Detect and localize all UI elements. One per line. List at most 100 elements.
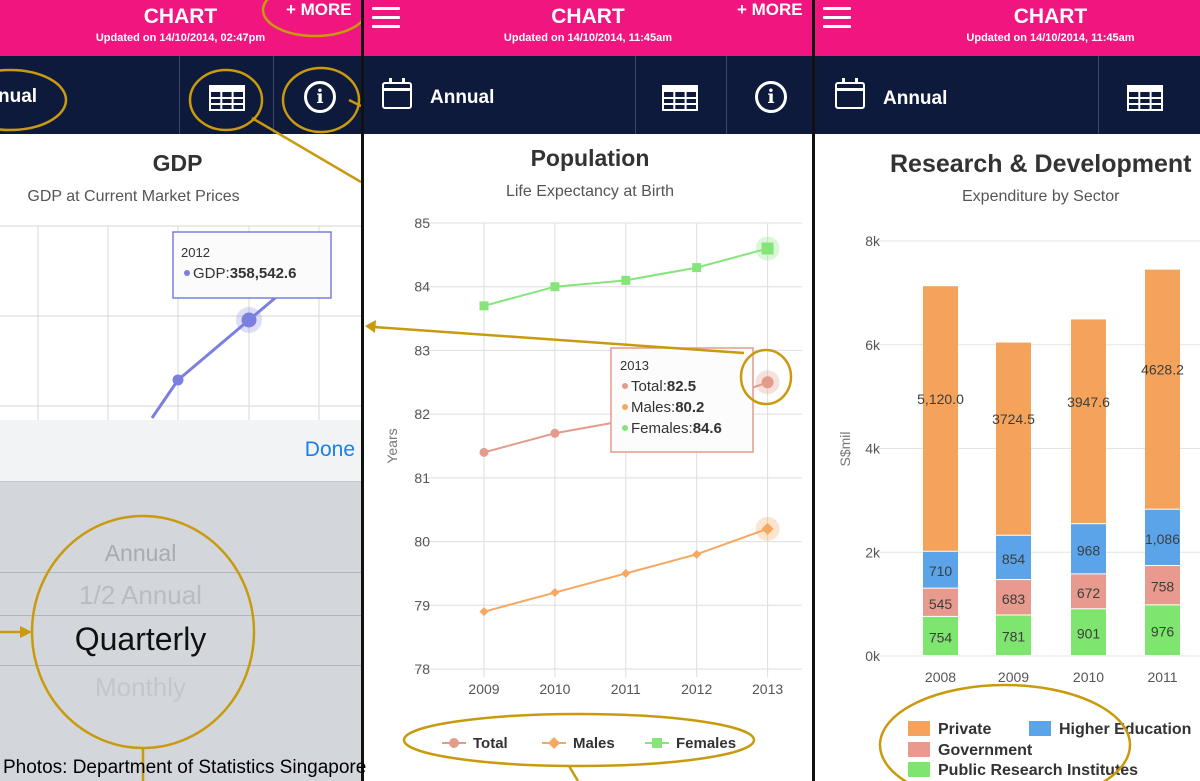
data-point [550,282,560,292]
y-tick-label: 0k [865,648,881,664]
data-point [479,447,489,457]
data-point [761,522,774,535]
data-point [621,275,631,285]
picker-toolbar: Done [0,420,361,482]
bar-segment [996,535,1031,580]
bar-segment [996,580,1031,615]
app-title: CHART [143,5,218,28]
gdp-chart: 2012 GDP:358,542.6 [0,225,361,420]
bar-segment [996,342,1031,535]
picker-option-half-annual[interactable]: 1/2 Annual [79,580,202,610]
tooltip-row: Males:80.2 [631,399,704,416]
data-label: 710 [929,563,953,579]
data-label: 545 [929,596,953,612]
y-tick-label: 81 [414,470,430,486]
table-view-icon[interactable] [1127,85,1163,111]
data-point [692,263,702,273]
data-label: 754 [929,629,953,645]
panel-divider [812,0,815,781]
tooltip-header: 2013 [620,358,649,373]
legend-marker [449,738,459,748]
app-title: CHART [1013,5,1088,28]
period-label[interactable]: Annual [883,88,948,109]
data-point [692,549,702,559]
updated-timestamp: Updated on 14/10/2014, 11:45am [503,32,673,44]
bar-segment [1071,524,1106,574]
bar-segment [1145,605,1180,655]
menu-icon[interactable] [372,7,400,29]
more-button[interactable]: + MORE [737,0,803,19]
data-point [761,242,774,255]
x-tick-label: 2010 [539,681,570,697]
tooltip-bullet [622,383,628,389]
data-label: 3947.6 [1067,394,1110,410]
tooltip-bullet [622,425,628,431]
gdp-tooltip [172,231,332,299]
tooltip-row-value: 80.2 [675,399,704,416]
app-header: CHART Updated on 14/10/2014, 11:45am [815,0,1200,56]
period-label[interactable]: Annual [430,87,495,108]
picker-option-annual[interactable]: Annual [104,540,177,566]
picker-option-monthly[interactable]: Monthly [94,672,187,702]
calendar-icon[interactable] [835,78,865,109]
data-label: 976 [1151,624,1175,640]
legend-swatch [908,721,930,736]
updated-timestamp: Updated on 14/10/2014, 11:45am [966,32,1135,44]
legend-label: Government [938,742,1033,759]
info-icon[interactable]: i [755,81,787,113]
y-tick-label: 79 [414,597,430,613]
legend-label: Public Research Institutes [938,762,1138,779]
legend-marker [548,737,560,749]
gdp-point-2011 [172,374,184,386]
y-tick-label: 84 [414,279,430,295]
bar-segment [1145,509,1180,566]
data-label: 1,086 [1145,531,1180,547]
data-label: 968 [1077,542,1101,558]
bar-segment [1145,269,1180,509]
bar-segment [923,551,958,588]
data-point [621,568,631,578]
y-tick-label: 85 [414,215,430,231]
panel-divider [361,0,364,781]
x-tick-label: 2009 [468,681,499,697]
data-point [479,301,489,311]
y-tick-label: 4k [865,441,881,457]
population-screen: CHART Updated on 14/10/2014, 11:45am + M… [364,0,812,781]
population-tooltip [610,347,754,453]
data-label: 672 [1077,585,1101,601]
chart-subtitle: Life Expectancy at Birth [505,183,675,200]
photo-credit: Photos: Department of Statistics Singapo… [3,757,367,778]
bar-segment [1145,566,1180,605]
data-label: 5,120.0 [917,391,964,407]
tooltip-row-name: Females [631,420,689,437]
chart-subtitle: GDP at Current Market Prices [27,188,240,205]
done-button[interactable]: Done [304,438,355,461]
y-tick-label: 82 [414,406,430,422]
picker-option-quarterly[interactable]: Quarterly [74,621,207,657]
gdp-screen: CHART Updated on 14/10/2014, 02:47pm + M… [0,0,361,781]
research-development-screen: CHART Updated on 14/10/2014, 11:45am Ann… [815,0,1200,781]
bar-segment [923,286,958,551]
y-tick-label: 78 [414,661,430,677]
legend-swatch [1029,721,1051,736]
calendar-icon[interactable] [382,78,412,109]
data-label: 3724.5 [992,411,1035,427]
bar-segment [923,616,958,655]
table-view-icon[interactable] [662,85,698,111]
tooltip-row-name: Males [631,399,671,416]
data-label: 758 [1151,579,1175,595]
y-tick-label: 8k [865,233,881,249]
bar-segment [996,615,1031,655]
menu-icon[interactable] [823,7,851,29]
legend-label: Males [573,735,615,752]
x-tick-label: 2011 [1147,669,1177,685]
y-tick-label: 2k [865,544,881,560]
tooltip-row: Total:82.5 [631,378,696,395]
data-point [550,588,560,598]
gdp-tooltip-header: 2012 [181,245,210,260]
population-chart: 78 79 80 81 82 83 84 85 2009 2010 2011 2012 2013 Year… [384,215,802,752]
gdp-tooltip-series: GDP [193,265,226,282]
updated-timestamp: Updated on 14/10/2014, 02:47pm [95,32,266,44]
chart-title: GDP [152,150,203,176]
chart-subtitle: Expenditure by Sector [962,188,1120,205]
